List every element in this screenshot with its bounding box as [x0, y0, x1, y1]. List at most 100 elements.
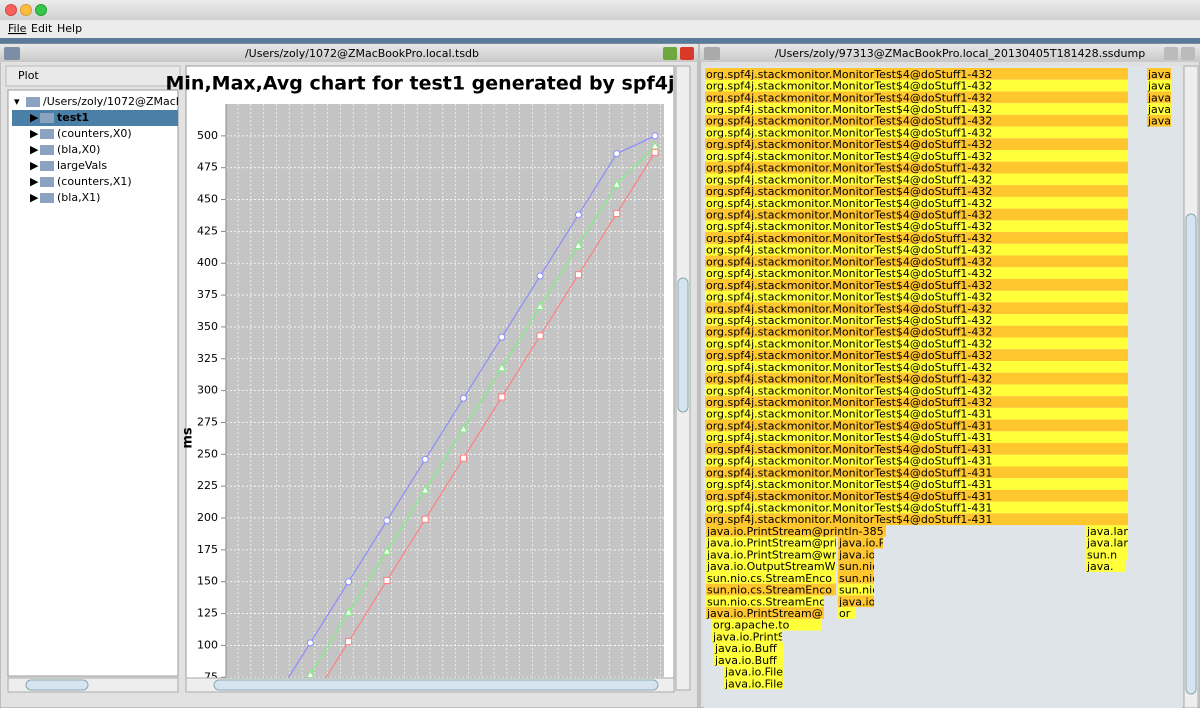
frame-label[interactable]: org.spf4j.stackmonitor.MonitorTest$4@doS…	[706, 91, 992, 104]
frame-label[interactable]: org.spf4j.stackmonitor.MonitorTest$4@doS…	[706, 173, 992, 186]
tree-item[interactable]: (bla,X0)	[57, 143, 100, 156]
frame-label[interactable]: org.spf4j.stackmonitor.MonitorTest$4@doS…	[706, 162, 992, 175]
frame-label[interactable]: org.spf4j.stackmonitor.MonitorTest$4@doS…	[706, 267, 992, 280]
frame-label[interactable]: java.io.P	[838, 537, 886, 550]
frame-label[interactable]: sun.nio.cs.StreamEnco	[707, 572, 832, 585]
minimize-button[interactable]	[20, 4, 32, 16]
frame-label[interactable]: org.spf4j.stackmonitor.MonitorTest$4@doS…	[706, 408, 992, 421]
frame-label[interactable]: or	[839, 607, 851, 620]
frame-label[interactable]: org.spf4j.stackmonitor.MonitorTest$4@doS…	[706, 419, 992, 432]
frame-label[interactable]: sun.nio.cs.StreamEnc	[707, 595, 825, 608]
frame-label[interactable]: java.lan	[1086, 537, 1130, 550]
frame-label[interactable]: org.spf4j.stackmonitor.MonitorTest$4@doS…	[706, 80, 992, 93]
frame-label[interactable]: org.spf4j.stackmonitor.MonitorTest$4@doS…	[706, 349, 992, 362]
close-window-button[interactable]	[1181, 47, 1195, 60]
frame-cell	[705, 150, 1128, 162]
maximize-button[interactable]	[1164, 47, 1178, 60]
menu-item[interactable]: File	[8, 22, 27, 35]
zoom-button[interactable]	[35, 4, 47, 16]
frame-label[interactable]: org.spf4j.stackmonitor.MonitorTest$4@doS…	[706, 279, 992, 292]
frame-label[interactable]: org.spf4j.stackmonitor.MonitorTest$4@doS…	[706, 443, 992, 456]
frame-label[interactable]: java.	[1086, 560, 1114, 573]
frame-label[interactable]: java.io.PrintStream@println-385	[706, 525, 884, 538]
frame-label[interactable]: org.spf4j.stackmonitor.MonitorTest$4@doS…	[706, 314, 992, 327]
frame-label[interactable]: sun.n	[1087, 548, 1117, 561]
frame-label[interactable]: org.spf4j.stackmonitor.MonitorTest$4@doS…	[706, 244, 992, 257]
frame-label[interactable]: org.spf4j.stackmonitor.MonitorTest$4@doS…	[706, 384, 992, 397]
menu-item[interactable]: Edit	[31, 22, 53, 35]
frame-label[interactable]: org.spf4j.stackmonitor.MonitorTest$4@doS…	[706, 291, 992, 304]
frame-label[interactable]: org.spf4j.stackmonitor.MonitorTest$4@doS…	[706, 478, 992, 491]
frame-label[interactable]: org.spf4j.stackmonitor.MonitorTest$4@doS…	[706, 513, 992, 526]
frame-label[interactable]: java.io.Buff	[714, 654, 777, 667]
frame-label[interactable]: java.lan	[1086, 525, 1130, 538]
frame-label[interactable]: org.spf4j.stackmonitor.MonitorTest$4@doS…	[706, 68, 992, 81]
close-window-button[interactable]	[680, 47, 694, 60]
frame-label[interactable]: java.io.Buff	[714, 642, 777, 655]
frame-label[interactable]: sun.nio	[839, 572, 879, 585]
frame-label[interactable]: java.io.File	[724, 677, 783, 690]
chart-hscroll-thumb[interactable]	[213, 679, 659, 691]
frame-label[interactable]: org.spf4j.stackmonitor.MonitorTest$4@doS…	[706, 466, 992, 479]
tree-item[interactable]: largeVals	[57, 159, 107, 172]
frame-label[interactable]: org.spf4j.stackmonitor.MonitorTest$4@doS…	[706, 302, 992, 315]
frame-label[interactable]: java.	[1147, 68, 1175, 81]
frame-label[interactable]: sun.nio.cs.StreamEnco	[707, 584, 832, 597]
frame-label[interactable]: java.io.PrintStream@println	[706, 537, 859, 550]
tree-scroll-thumb[interactable]	[25, 679, 89, 691]
y-tick-label: 400	[197, 256, 218, 269]
marker	[574, 271, 582, 279]
frame-label[interactable]: org.spf4j.stackmonitor.MonitorTest$4@doS…	[706, 115, 992, 128]
frame-label[interactable]: org.spf4j.stackmonitor.MonitorTest$4@doS…	[706, 255, 992, 268]
frame-label[interactable]: org.spf4j.stackmonitor.MonitorTest$4@doS…	[706, 185, 992, 198]
frame-label[interactable]: org.spf4j.stackmonitor.MonitorTest$4@doS…	[706, 103, 992, 116]
flame-vscroll-thumb[interactable]	[1185, 213, 1197, 695]
window-menu-button[interactable]	[704, 47, 720, 60]
close-button[interactable]	[5, 4, 17, 16]
frame-label[interactable]: org.spf4j.stackmonitor.MonitorTest$4@doS…	[706, 490, 992, 503]
frame-label[interactable]: org.apache.to	[713, 619, 790, 632]
frame-label[interactable]: sun.nio	[839, 560, 879, 573]
frame-label[interactable]: java.io.OutputStreamW	[706, 560, 836, 573]
plot-button[interactable]	[5, 65, 181, 87]
frame-label[interactable]: java.io.PrintSt	[712, 630, 790, 643]
tree-item[interactable]: test1	[57, 111, 89, 124]
frame-label[interactable]: org.spf4j.stackmonitor.MonitorTest$4@doS…	[706, 209, 992, 222]
frame-label[interactable]: org.spf4j.stackmonitor.MonitorTest$4@doS…	[706, 337, 992, 350]
frame-label[interactable]: org.spf4j.stackmonitor.MonitorTest$4@doS…	[706, 502, 992, 515]
frame-label[interactable]: java.	[1147, 80, 1175, 93]
frame-label[interactable]: java.	[1147, 91, 1175, 104]
tree-item[interactable]: (bla,X1)	[57, 191, 100, 204]
frame-label[interactable]: org.spf4j.stackmonitor.MonitorTest$4@doS…	[706, 220, 992, 233]
frame-label[interactable]: sun.nio	[839, 584, 879, 597]
marker	[459, 424, 468, 433]
frame-label[interactable]: java.io.PrintStream@write	[706, 548, 851, 561]
maximize-button[interactable]	[663, 47, 677, 60]
frame-cell	[714, 642, 784, 654]
tree-item[interactable]: (counters,X0)	[57, 127, 132, 140]
marker	[497, 363, 507, 372]
frame-label[interactable]: org.spf4j.stackmonitor.MonitorTest$4@doS…	[706, 373, 992, 386]
frame-label[interactable]: java.io.	[838, 548, 879, 561]
frame-label[interactable]: org.spf4j.stackmonitor.MonitorTest$4@doS…	[706, 197, 992, 210]
window-menu-button[interactable]	[4, 47, 20, 60]
frame-label[interactable]: org.spf4j.stackmonitor.MonitorTest$4@doS…	[706, 326, 992, 339]
frame-label[interactable]: org.spf4j.stackmonitor.MonitorTest$4@doS…	[706, 361, 992, 374]
frame-cell	[706, 595, 824, 608]
frame-label[interactable]: org.spf4j.stackmonitor.MonitorTest$4@doS…	[706, 138, 992, 151]
frame-label[interactable]: java.io	[838, 595, 876, 608]
frame-label[interactable]: java.	[1147, 115, 1175, 128]
menu-item[interactable]: Help	[57, 22, 82, 35]
tree-item[interactable]: (counters,X1)	[57, 175, 132, 188]
frame-label[interactable]: java.	[1147, 103, 1175, 116]
frame-label[interactable]: org.spf4j.stackmonitor.MonitorTest$4@doS…	[706, 126, 992, 139]
folder-icon	[40, 113, 54, 123]
chart-vscroll-thumb[interactable]	[677, 277, 689, 413]
frame-label[interactable]: java.io.File	[724, 666, 783, 679]
frame-label[interactable]: org.spf4j.stackmonitor.MonitorTest$4@doS…	[706, 431, 992, 444]
frame-label[interactable]: java.io.PrintStream@	[706, 607, 823, 620]
frame-label[interactable]: org.spf4j.stackmonitor.MonitorTest$4@doS…	[706, 150, 992, 163]
frame-label[interactable]: org.spf4j.stackmonitor.MonitorTest$4@doS…	[706, 396, 992, 409]
frame-label[interactable]: org.spf4j.stackmonitor.MonitorTest$4@doS…	[706, 455, 992, 468]
frame-label[interactable]: org.spf4j.stackmonitor.MonitorTest$4@doS…	[706, 232, 992, 245]
